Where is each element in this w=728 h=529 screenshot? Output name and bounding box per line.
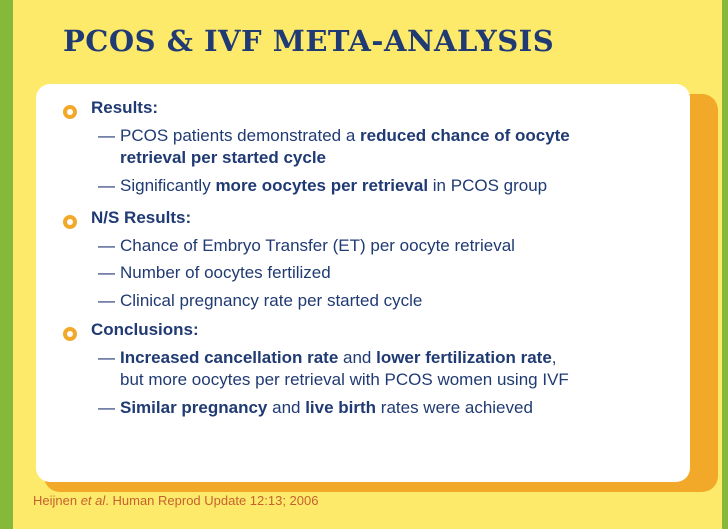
dash-icon: —: [98, 291, 115, 310]
left-accent-bar: [0, 0, 13, 529]
dash-icon: —: [98, 398, 115, 417]
bullet-icon: [63, 215, 77, 229]
item-text: Number of oocytes fertilized: [120, 263, 331, 282]
citation-footer: Heijnen et al. Human Reprod Update 12:13…: [33, 493, 319, 508]
dash-icon: —: [98, 176, 115, 195]
item-text: retrieval per started cycle: [120, 148, 327, 167]
item-text: Significantly more oocytes per retrieval…: [120, 176, 548, 195]
item-text: Similar pregnancy and live birth rates w…: [120, 398, 533, 417]
item-text: Clinical pregnancy rate per started cycl…: [120, 291, 423, 310]
item-text: but more oocytes per retrieval with PCOS…: [120, 370, 569, 389]
item-text: Chance of Embryo Transfer (ET) per oocyt…: [120, 236, 515, 255]
slide-title: PCOS & IVF META-ANALYSIS: [63, 24, 555, 58]
bullet-icon: [63, 327, 77, 341]
content-panel: [36, 84, 690, 482]
dash-icon: —: [98, 236, 115, 255]
section-heading: Conclusions:: [91, 320, 199, 339]
dash-icon: —: [98, 348, 115, 367]
dash-icon: —: [98, 126, 115, 145]
item-text: PCOS patients demonstrated a reduced cha…: [120, 126, 570, 145]
right-accent-bar: [722, 0, 728, 529]
item-text: Increased cancellation rate and lower fe…: [120, 348, 557, 367]
dash-icon: —: [98, 263, 115, 282]
bullet-icon: [63, 105, 77, 119]
section-heading: Results:: [91, 98, 159, 117]
section-heading: N/S Results:: [91, 208, 192, 227]
